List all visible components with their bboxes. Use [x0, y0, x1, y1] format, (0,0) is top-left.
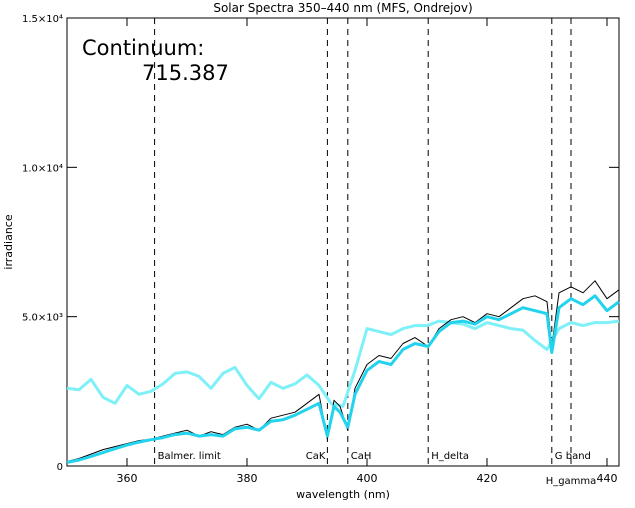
series-layer — [66, 280, 620, 464]
marker-label: H_gamma — [546, 476, 597, 487]
y-tick-label: 0 — [57, 462, 63, 473]
marker-label: Balmer. limit — [158, 451, 221, 462]
x-tick-label: 440 — [597, 472, 618, 485]
marker-label: CaK — [306, 451, 326, 462]
series-line-1 — [66, 294, 620, 464]
marker-label: H_delta — [431, 451, 469, 462]
plot-frame — [66, 17, 620, 467]
y-axis-label: irradiance — [2, 214, 15, 269]
x-axis-ticks: 360 380 400 420 440 — [117, 18, 618, 485]
x-tick-label: 360 — [117, 472, 138, 485]
marker-lines: Balmer. limit CaK CaH H_delta G band H_gamma — [154, 18, 597, 487]
x-tick-label: 380 — [237, 472, 258, 485]
y-tick-label: 1.0×10⁴ — [22, 163, 63, 174]
continuum-value: 715.387 — [142, 61, 229, 85]
series-line-2 — [66, 319, 620, 408]
x-tick-label: 400 — [357, 472, 378, 485]
series-line-0 — [66, 280, 620, 462]
marker-label: G band — [555, 451, 591, 462]
x-tick-label: 420 — [477, 472, 498, 485]
chart-title: Solar Spectra 350–440 nm (MFS, Ondrejov) — [213, 1, 472, 15]
x-axis-label: wavelength (nm) — [296, 488, 390, 501]
y-axis-ticks: 0 5.0×10³ 1.0×10⁴ 1.5×10⁴ — [22, 14, 619, 473]
y-tick-label: 1.5×10⁴ — [22, 14, 63, 25]
continuum-label: Continuum: — [82, 36, 204, 60]
y-tick-label: 5.0×10³ — [22, 313, 63, 324]
marker-label: CaH — [351, 451, 372, 462]
